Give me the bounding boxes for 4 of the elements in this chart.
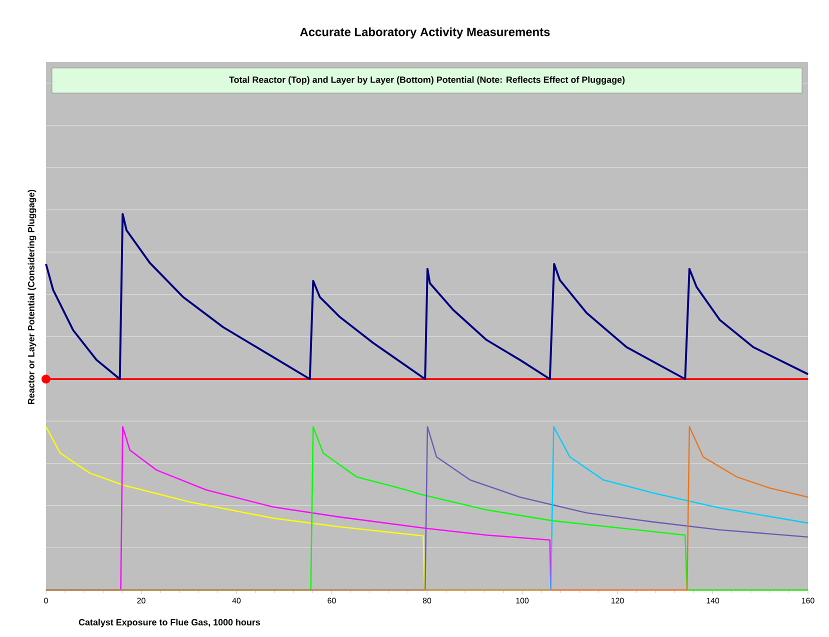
chart-title: Accurate Laboratory Activity Measurements [300, 27, 550, 39]
y-axis-title: Reactor or Layer Potential (Considering Pluggage) [28, 190, 36, 404]
x-axis-title: Catalyst Exposure to Flue Gas, 1000 hours [78, 618, 260, 628]
chart-subtitle: Total Reactor (Top) and Layer by Layer (Bottom) Potential (Note: Reflects Effect of Pluggage) [229, 76, 625, 85]
